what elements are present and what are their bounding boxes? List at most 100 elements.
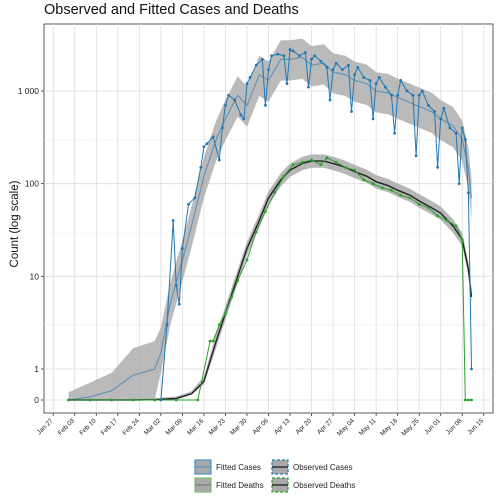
point-observed-cases <box>171 219 175 222</box>
point-observed-cases <box>362 76 366 79</box>
point-observed-deaths <box>224 311 227 315</box>
point-observed-cases <box>390 93 393 97</box>
x-tick-label: Mar 02 <box>143 417 163 437</box>
point-observed-deaths <box>371 182 375 186</box>
point-observed-cases <box>439 117 443 121</box>
point-observed-deaths <box>245 258 249 262</box>
x-tick-label: Feb 03 <box>57 417 77 437</box>
x-tick-label: May 04 <box>336 417 356 437</box>
line-fitted-deaths <box>68 160 473 401</box>
point-observed-cases <box>420 89 424 93</box>
point-observed-deaths <box>466 398 470 402</box>
point-observed-cases <box>260 57 264 61</box>
y-tick-label: 100 <box>25 179 39 189</box>
point-observed-deaths <box>436 214 440 218</box>
point-observed-cases <box>393 131 396 135</box>
point-observed-deaths <box>264 210 267 213</box>
point-observed-deaths <box>362 178 366 182</box>
point-observed-cases <box>331 68 335 72</box>
point-observed-cases <box>285 82 289 86</box>
x-axis-ticks: Jan 27 Feb 03 Feb 10 Feb 17 Feb 24 Mar 02 Mar … <box>36 413 485 437</box>
point-observed-deaths <box>380 186 384 190</box>
point-observed-cases <box>276 52 280 56</box>
point-observed-cases <box>377 76 381 79</box>
point-observed-cases <box>460 126 464 130</box>
point-observed-deaths <box>454 224 458 228</box>
point-observed-cases <box>248 76 252 79</box>
point-observed-cases <box>291 49 295 53</box>
point-observed-cases <box>211 135 215 139</box>
point-observed-deaths <box>460 238 464 241</box>
point-observed-cases <box>340 68 344 72</box>
point-observed-cases <box>347 63 350 67</box>
point-observed-cases <box>180 247 184 250</box>
legend-item-observed-cases: Observed Cases <box>271 459 353 475</box>
point-observed-cases <box>442 106 446 110</box>
point-observed-deaths <box>334 160 338 164</box>
point-observed-deaths <box>399 193 403 197</box>
point-observed-deaths <box>131 398 135 402</box>
point-observed-cases <box>448 126 452 130</box>
legend-label: Observed Deaths <box>293 481 355 490</box>
point-observed-cases <box>328 98 332 102</box>
legend-item-observed-deaths: Observed Deaths <box>271 477 355 493</box>
x-tick-label: Apr 06 <box>251 417 270 436</box>
x-tick-label: May 18 <box>379 417 399 437</box>
point-observed-cases <box>411 93 415 97</box>
point-observed-deaths <box>67 398 71 402</box>
point-observed-cases <box>371 117 375 121</box>
point-observed-cases <box>297 54 301 58</box>
point-observed-cases <box>463 138 467 141</box>
point-observed-cases <box>288 48 292 51</box>
y-axis-ticks: 0 1 10 100 1 000 <box>18 86 44 405</box>
point-observed-cases <box>353 73 357 77</box>
x-tick-label: Feb 24 <box>121 417 141 437</box>
point-observed-cases <box>282 54 286 58</box>
point-observed-deaths <box>291 163 295 167</box>
point-observed-deaths <box>282 174 286 178</box>
grid-lines <box>44 24 493 413</box>
point-observed-deaths <box>445 219 449 222</box>
point-observed-cases <box>242 117 246 121</box>
legend-label: Fitted Deaths <box>216 481 264 490</box>
point-observed-cases <box>414 154 418 158</box>
series-points <box>67 48 473 402</box>
point-observed-cases <box>433 110 436 113</box>
x-tick-label: Apr 27 <box>316 417 335 436</box>
point-observed-cases <box>466 191 470 195</box>
point-observed-deaths <box>300 160 304 164</box>
point-observed-deaths <box>417 202 421 206</box>
x-tick-label: Apr 13 <box>273 417 292 436</box>
point-observed-cases <box>319 59 323 63</box>
point-observed-cases <box>233 98 237 102</box>
point-observed-deaths <box>196 398 200 402</box>
point-observed-deaths <box>319 163 323 167</box>
point-observed-cases <box>187 202 190 206</box>
point-observed-deaths <box>110 398 114 402</box>
point-observed-cases <box>436 165 440 169</box>
point-observed-cases <box>264 103 267 107</box>
point-observed-cases <box>165 323 169 327</box>
point-observed-cases <box>174 283 178 287</box>
point-observed-cases <box>325 65 329 69</box>
point-observed-cases <box>159 398 163 402</box>
point-observed-cases <box>254 63 258 67</box>
point-observed-cases <box>267 68 270 72</box>
point-observed-cases <box>199 165 203 169</box>
point-observed-deaths <box>390 188 393 192</box>
point-observed-cases <box>405 89 409 93</box>
y-tick-label: 0 <box>34 395 39 405</box>
point-observed-cases <box>217 158 221 162</box>
point-observed-cases <box>310 57 313 61</box>
point-observed-deaths <box>230 295 233 299</box>
y-tick-label: 10 <box>30 271 40 281</box>
point-observed-deaths <box>343 165 347 169</box>
point-observed-deaths <box>463 398 467 402</box>
point-observed-deaths <box>217 323 221 327</box>
x-tick-label: May 11 <box>358 417 378 437</box>
point-observed-cases <box>457 182 461 186</box>
point-observed-deaths <box>208 339 212 343</box>
point-observed-cases <box>334 61 338 65</box>
point-observed-cases <box>313 54 317 58</box>
